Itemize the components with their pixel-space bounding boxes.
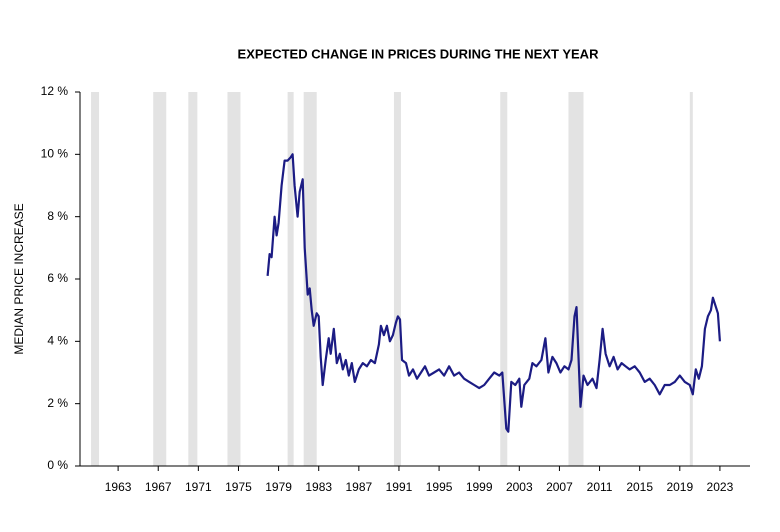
- x-tick-label: 1991: [386, 480, 413, 494]
- recession-band: [689, 92, 693, 466]
- x-tick-label: 2011: [587, 480, 613, 494]
- y-tick-label: 10 %: [41, 147, 69, 161]
- y-tick-label: 8 %: [47, 209, 68, 223]
- recession-band: [91, 92, 100, 466]
- recession-band: [188, 92, 198, 466]
- x-tick-label: 2007: [546, 480, 573, 494]
- y-axis-label: MEDIAN PRICE INCREASE: [12, 203, 26, 354]
- recession-band: [500, 92, 508, 466]
- x-tick-label: 1983: [305, 480, 332, 494]
- y-tick-label: 12 %: [41, 84, 69, 98]
- recession-band: [303, 92, 317, 466]
- recession-band: [153, 92, 167, 466]
- x-tick-label: 2015: [626, 480, 653, 494]
- x-tick-label: 2019: [666, 480, 693, 494]
- x-tick-label: 1995: [426, 480, 453, 494]
- y-tick-label: 2 %: [47, 396, 68, 410]
- y-tick-label: 0 %: [47, 458, 68, 472]
- x-tick-label: 1987: [345, 480, 372, 494]
- x-tick-label: 1975: [225, 480, 252, 494]
- x-tick-label: 1963: [105, 480, 132, 494]
- y-tick-label: 4 %: [47, 334, 68, 348]
- x-tick-label: 1979: [265, 480, 292, 494]
- x-tick-label: 2003: [506, 480, 533, 494]
- price-line: [266, 153, 721, 433]
- x-tick-label: 1967: [145, 480, 172, 494]
- recession-band: [287, 92, 294, 466]
- y-tick-label: 6 %: [47, 271, 68, 285]
- x-tick-label: 2023: [707, 480, 734, 494]
- recession-band: [393, 92, 401, 466]
- x-tick-label: 1971: [185, 480, 212, 494]
- x-tick-label: 1999: [466, 480, 493, 494]
- chart-title: EXPECTED CHANGE IN PRICES DURING THE NEX…: [238, 46, 600, 61]
- recession-band: [568, 92, 584, 466]
- recession-band: [227, 92, 241, 466]
